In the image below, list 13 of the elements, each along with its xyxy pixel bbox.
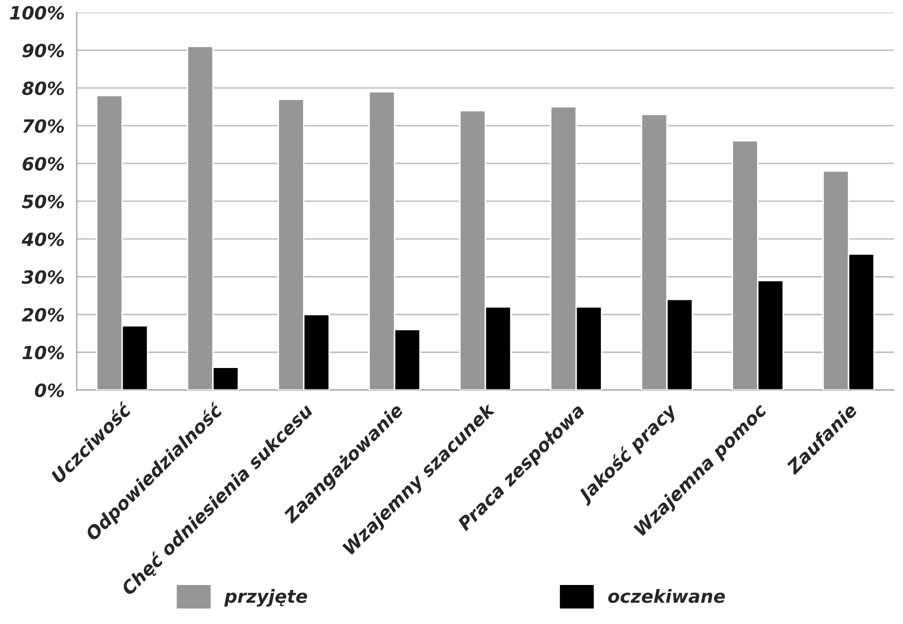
y-tick-label: 80% [22, 81, 64, 96]
legend-label: przyjęte [224, 588, 308, 607]
y-tick-label: 40% [22, 232, 64, 246]
y-tick-label: 20% [22, 308, 64, 322]
legend-label: oczekiwane [608, 588, 725, 603]
y-tick-label: 50% [22, 194, 64, 208]
y-tick-label: 90% [22, 44, 64, 58]
y-tick-label: 60% [22, 156, 64, 171]
y-tick-label: 0% [34, 383, 64, 398]
y-tick-label: 30% [22, 270, 64, 284]
y-tick-label: 10% [22, 346, 64, 360]
y-tick-label: 100% [10, 6, 64, 20]
y-tick-label: 70% [23, 119, 64, 133]
